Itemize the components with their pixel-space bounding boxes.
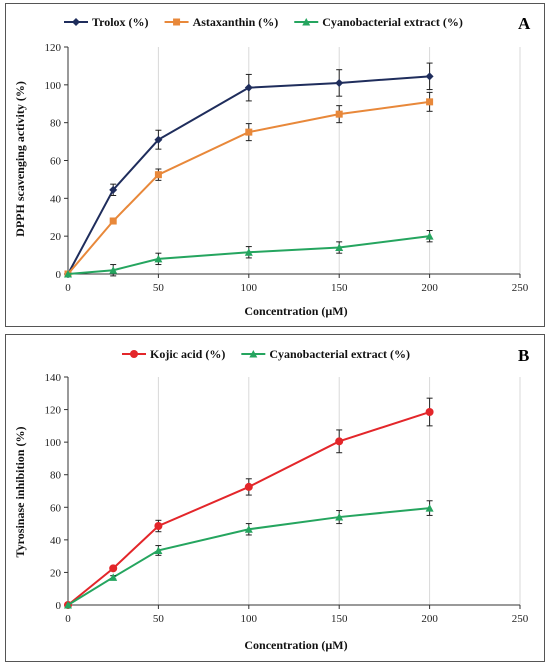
b-series-1-point-2 (154, 546, 163, 554)
a-legend-label-0: Trolox (%) (92, 15, 149, 29)
b-legend-label-1: Cyanobacterial extract (%) (269, 347, 410, 361)
a-series-0-point-3 (244, 83, 253, 92)
b-series-1-point-4 (335, 513, 344, 521)
a-series-2-point-2 (154, 254, 163, 263)
b-legend-marker-0 (130, 350, 138, 358)
b-series-1-point-0 (64, 601, 72, 609)
b-series-line-0 (67, 411, 430, 606)
a-series-1-point-2 (154, 171, 162, 179)
b-x-tick-label-3: 150 (331, 613, 348, 625)
a-x-tick-label-4: 200 (421, 282, 438, 294)
a-series-line-2 (67, 235, 430, 275)
b-series-0-point-4 (335, 437, 344, 446)
x-axis-title-b: Concentration (µM) (244, 638, 347, 652)
b-y-tick-label-0: 0 (56, 600, 62, 612)
panel-b: B Concentration (µM) Tyrosinase inhibiti… (5, 334, 545, 662)
panel-label-a: A (518, 14, 531, 33)
x-axis-title-a: Concentration (µM) (244, 304, 347, 318)
a-series-2-point-3 (244, 248, 253, 256)
a-y-tick-label-5: 100 (45, 80, 62, 92)
a-series-0-point-1 (109, 185, 118, 194)
a-series-2-point-5 (425, 232, 434, 240)
a-series-0-point-5 (425, 72, 434, 81)
panel-a: A Concentration (µM) DPPH scavenging act… (5, 3, 545, 327)
a-y-tick-label-2: 40 (50, 193, 62, 205)
a-series-2-point-1 (109, 266, 118, 274)
a-legend-marker-2 (302, 18, 311, 26)
b-series-0-point-5 (425, 408, 434, 417)
b-y-tick-label-6: 120 (45, 405, 62, 417)
b-x-tick-label-2: 100 (241, 613, 258, 625)
b-y-tick-label-1: 20 (50, 567, 62, 579)
a-y-tick-label-3: 60 (50, 156, 62, 168)
a-y-tick-label-6: 120 (45, 42, 62, 54)
b-series-0-point-2 (154, 522, 163, 531)
a-x-tick-label-0: 0 (65, 282, 71, 294)
a-series-0-point-2 (154, 135, 163, 144)
a-legend-marker-0 (72, 18, 80, 26)
b-series-0-point-3 (244, 482, 253, 491)
a-series-1-point-3 (245, 128, 253, 136)
a-series-line-0 (67, 75, 430, 275)
b-x-tick-label-4: 200 (421, 613, 438, 625)
b-legend-label-0: Kojic acid (%) (150, 347, 225, 361)
a-legend-marker-1 (173, 18, 181, 26)
a-y-tick-label-4: 80 (50, 118, 62, 130)
a-x-tick-label-5: 250 (512, 282, 529, 294)
a-y-tick-label-1: 20 (50, 231, 62, 243)
a-series-2-point-4 (335, 243, 344, 252)
y-axis-title-b: Tyrosinase inhibition (%) (13, 427, 27, 558)
b-x-tick-label-0: 0 (65, 613, 71, 625)
a-x-tick-label-2: 100 (241, 282, 258, 294)
panel-label-b: B (518, 346, 529, 365)
b-y-tick-label-5: 100 (45, 437, 62, 449)
b-y-tick-label-4: 80 (50, 470, 62, 482)
a-x-tick-label-1: 50 (153, 282, 165, 294)
a-legend-label-1: Astaxanthin (%) (193, 15, 279, 29)
b-series-line-1 (67, 507, 430, 606)
b-x-tick-label-5: 250 (512, 613, 529, 625)
a-series-line-1 (67, 100, 430, 275)
b-series-1-point-5 (425, 504, 434, 512)
a-legend-label-2: Cyanobacterial extract (%) (322, 15, 463, 29)
y-axis-title-a: DPPH scavenging activity (%) (13, 81, 27, 237)
b-series-0-point-1 (109, 564, 118, 573)
b-x-tick-label-1: 50 (153, 613, 165, 625)
chart-a: A Concentration (µM) DPPH scavenging act… (13, 14, 531, 318)
b-series-1-point-3 (244, 525, 253, 533)
a-series-1-point-4 (335, 110, 343, 118)
a-series-2-point-0 (64, 270, 72, 278)
a-series-1-point-1 (109, 217, 117, 225)
b-y-tick-label-3: 60 (50, 502, 62, 514)
b-legend-marker-1 (249, 350, 258, 358)
a-x-tick-label-3: 150 (331, 282, 348, 294)
b-y-tick-label-7: 140 (45, 372, 62, 384)
a-series-1-point-5 (426, 98, 434, 106)
a-y-tick-label-0: 0 (56, 269, 62, 281)
a-series-0-point-4 (335, 78, 344, 87)
b-y-tick-label-2: 40 (50, 535, 62, 547)
chart-b: B Concentration (µM) Tyrosinase inhibiti… (13, 346, 529, 652)
b-series-1-point-1 (109, 573, 118, 581)
